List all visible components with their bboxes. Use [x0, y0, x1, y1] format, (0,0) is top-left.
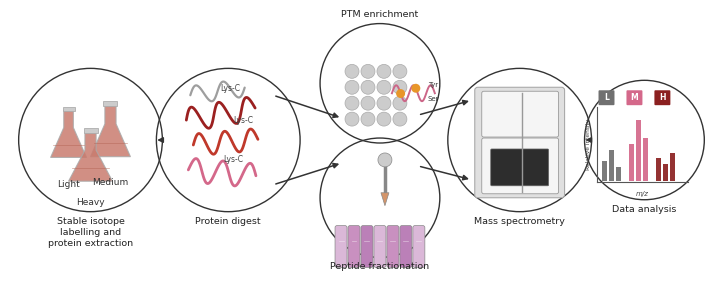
Bar — [636, 120, 641, 181]
Text: Tyr: Tyr — [428, 82, 438, 88]
Text: Light: Light — [57, 180, 80, 189]
Bar — [663, 164, 668, 181]
Bar — [83, 128, 98, 133]
FancyBboxPatch shape — [400, 226, 412, 267]
Circle shape — [377, 80, 391, 94]
Bar — [643, 138, 648, 181]
Text: Heavy: Heavy — [76, 198, 105, 207]
FancyBboxPatch shape — [335, 226, 347, 267]
Text: L: L — [604, 93, 609, 102]
Text: H: H — [659, 93, 666, 102]
FancyBboxPatch shape — [655, 90, 670, 105]
Bar — [63, 107, 74, 111]
Polygon shape — [90, 105, 130, 157]
Text: Data analysis: Data analysis — [612, 205, 677, 214]
Circle shape — [377, 96, 391, 110]
FancyBboxPatch shape — [387, 226, 399, 267]
Circle shape — [393, 112, 407, 126]
FancyBboxPatch shape — [491, 149, 549, 186]
Bar — [602, 161, 607, 181]
Bar — [629, 144, 634, 181]
Circle shape — [361, 96, 375, 110]
Circle shape — [345, 112, 359, 126]
Bar — [616, 167, 621, 181]
Text: Protein digest: Protein digest — [195, 217, 261, 226]
Circle shape — [393, 65, 407, 78]
Circle shape — [393, 96, 407, 110]
FancyBboxPatch shape — [481, 138, 559, 194]
Circle shape — [393, 80, 407, 94]
FancyBboxPatch shape — [475, 87, 565, 198]
Circle shape — [396, 89, 405, 98]
Circle shape — [377, 112, 391, 126]
Text: Lys-C: Lys-C — [223, 156, 243, 164]
Text: Medium: Medium — [93, 178, 129, 187]
Text: PTM enrichment: PTM enrichment — [341, 10, 419, 19]
Text: M: M — [631, 93, 638, 102]
Circle shape — [345, 80, 359, 94]
FancyBboxPatch shape — [413, 226, 425, 267]
Circle shape — [361, 80, 375, 94]
Bar — [670, 153, 675, 181]
Text: Mass spectrometry: Mass spectrometry — [474, 217, 565, 226]
FancyBboxPatch shape — [626, 90, 643, 105]
Text: m/z: m/z — [636, 191, 649, 197]
Text: Stable isotope
labelling and
protein extraction: Stable isotope labelling and protein ext… — [48, 217, 133, 248]
Polygon shape — [51, 110, 86, 158]
Text: Peptide fractionation: Peptide fractionation — [330, 262, 430, 271]
Text: Lys-C: Lys-C — [233, 115, 253, 125]
Text: Relative intensity: Relative intensity — [586, 119, 591, 170]
FancyBboxPatch shape — [481, 91, 559, 137]
Polygon shape — [381, 193, 389, 206]
Circle shape — [378, 153, 392, 167]
Bar — [609, 150, 614, 181]
Circle shape — [411, 84, 421, 93]
Bar — [656, 158, 661, 181]
FancyBboxPatch shape — [599, 90, 614, 105]
Circle shape — [361, 65, 375, 78]
FancyBboxPatch shape — [348, 226, 360, 267]
Bar — [103, 101, 117, 106]
Polygon shape — [69, 132, 112, 181]
Circle shape — [345, 96, 359, 110]
FancyBboxPatch shape — [374, 226, 386, 267]
FancyBboxPatch shape — [361, 226, 373, 267]
Circle shape — [361, 112, 375, 126]
Circle shape — [345, 65, 359, 78]
Text: Ser: Ser — [428, 96, 439, 102]
Circle shape — [377, 65, 391, 78]
Text: Lys-C: Lys-C — [221, 84, 240, 93]
